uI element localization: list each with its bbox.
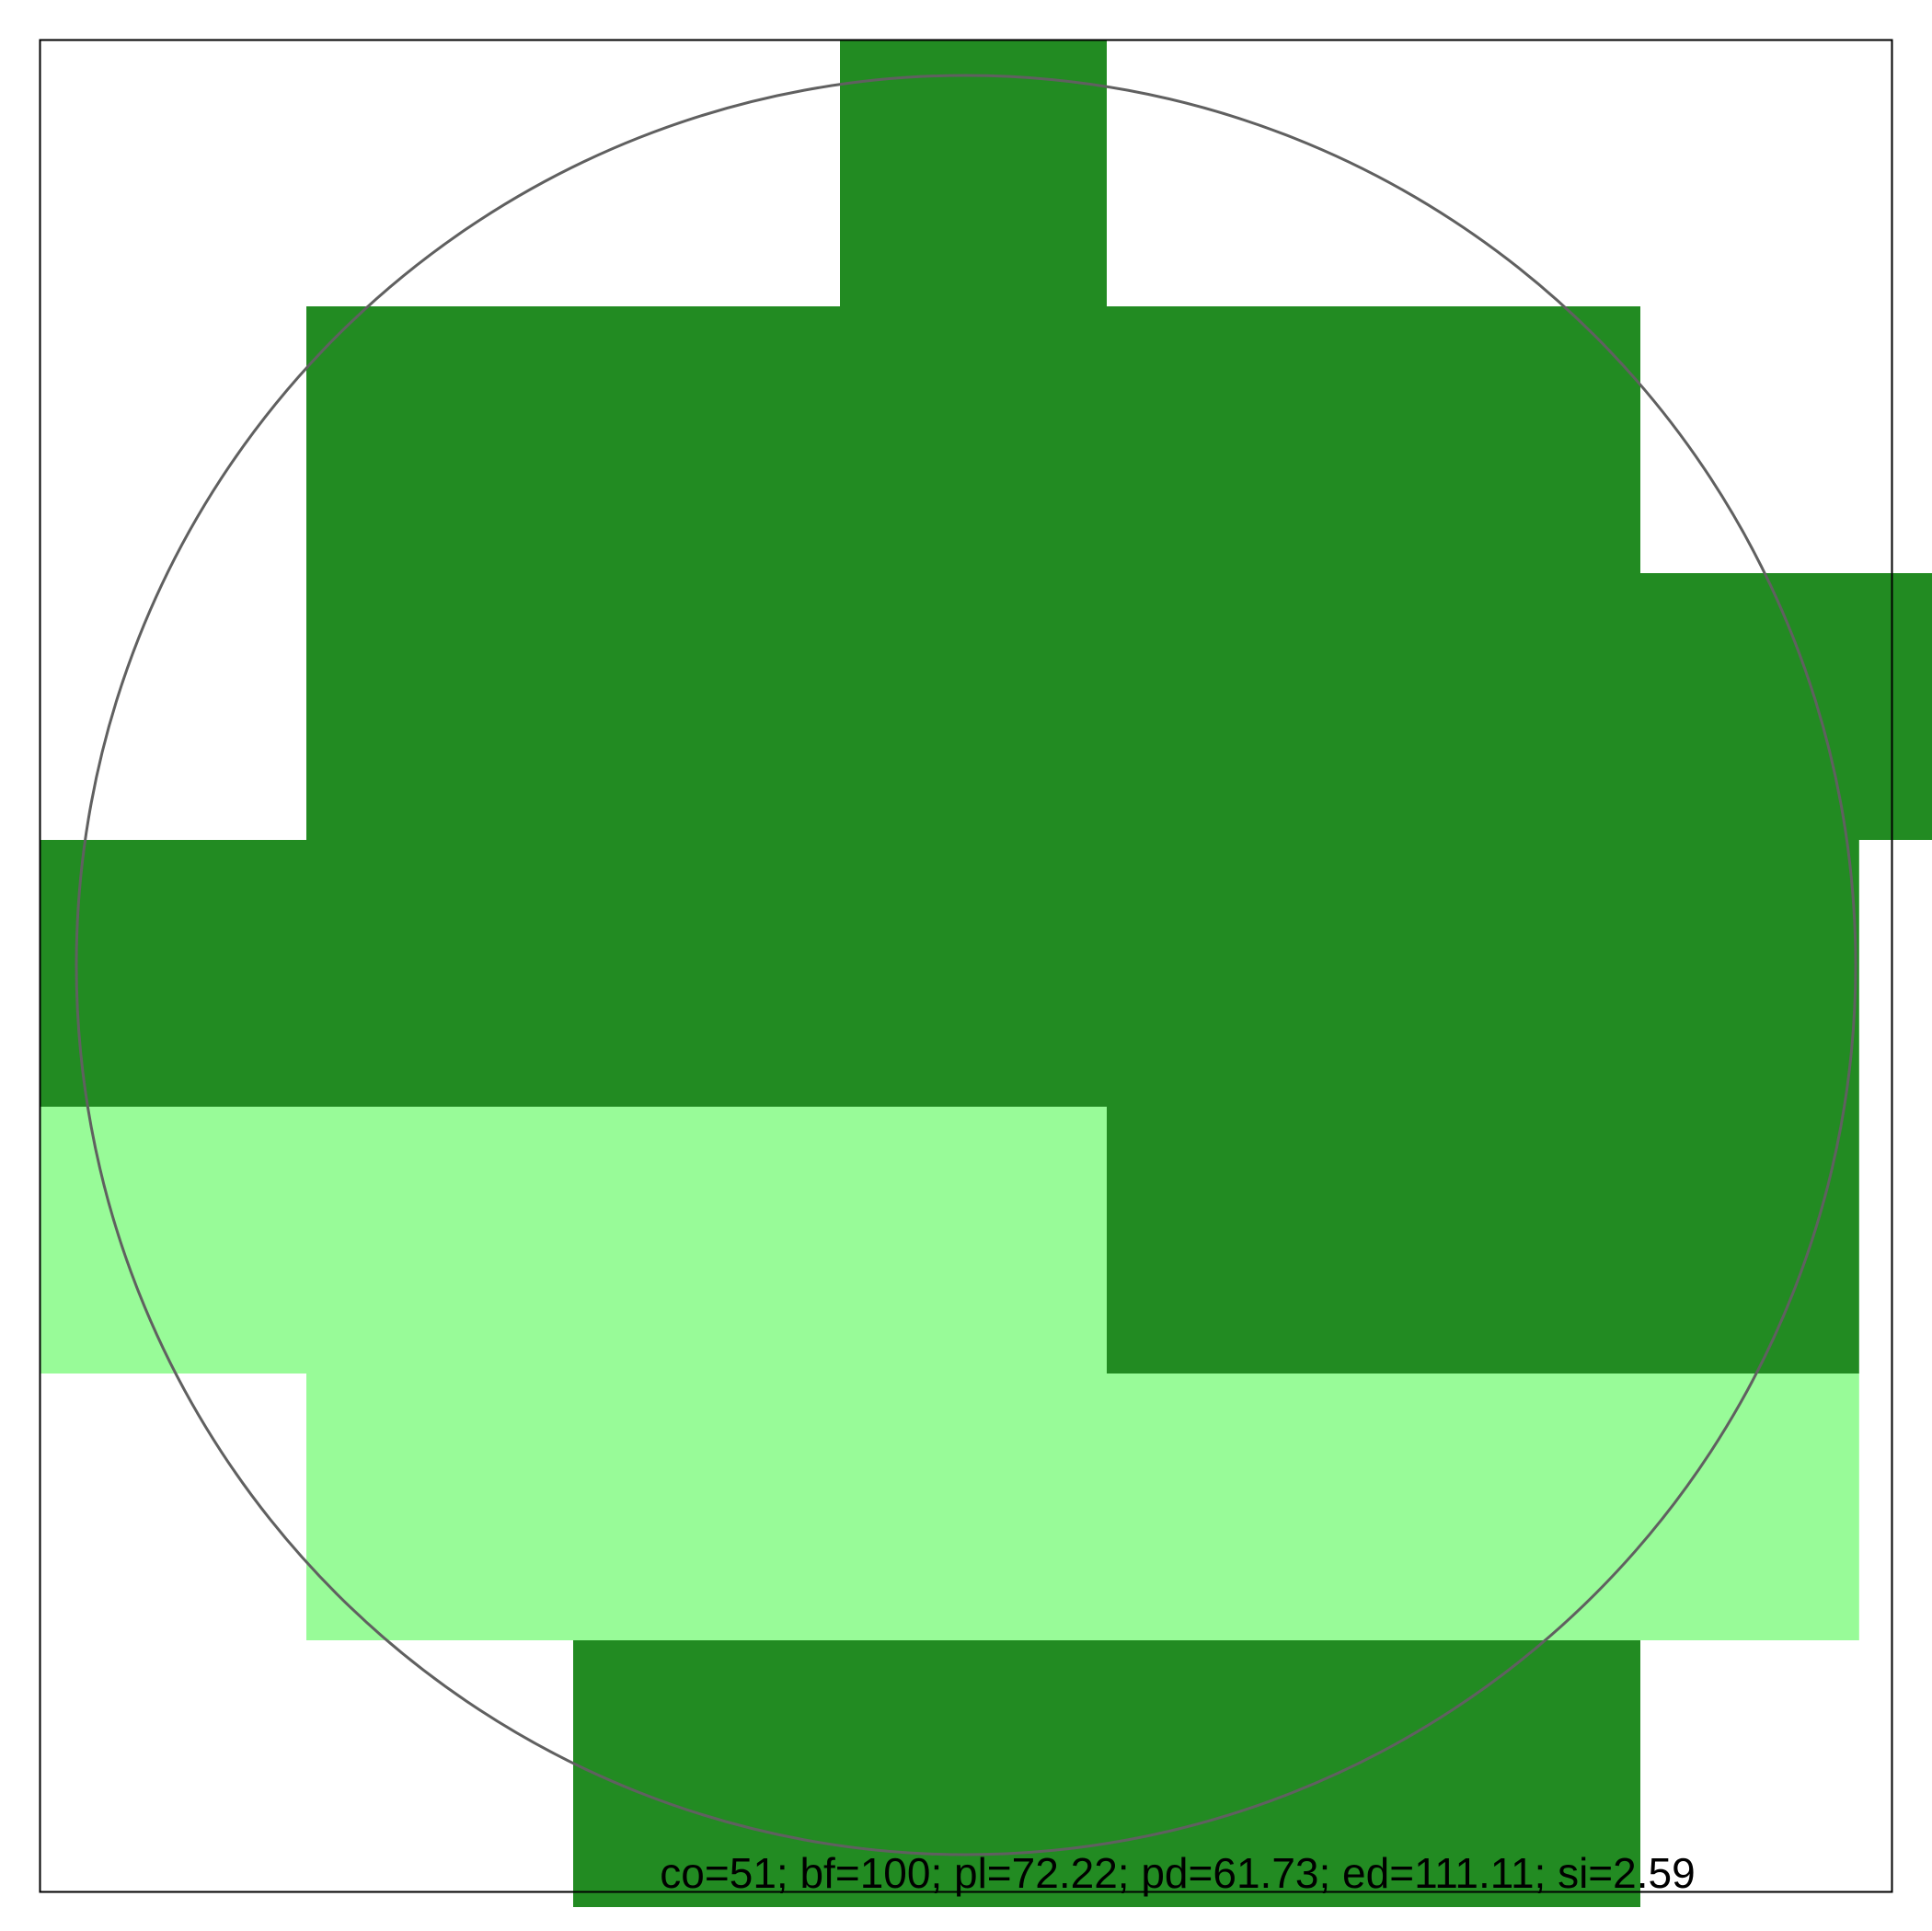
dark-cell-block-1 (306, 306, 1640, 840)
cell-grid (40, 40, 1932, 1907)
dark-cell-block-3 (40, 840, 1859, 1107)
dark-cell-block-5 (1107, 1107, 1859, 1374)
dark-cell-block-0 (840, 40, 1107, 306)
sampling-circle (75, 74, 1857, 1856)
dark-cell-block-2 (1640, 573, 1932, 840)
light-cell-block-6 (306, 1374, 1859, 1640)
light-cell-block-4 (40, 1107, 1107, 1374)
stats-label: co=51; bf=100; pl=72.22; pd=61.73; ed=11… (660, 1849, 1695, 1897)
plot-frame (39, 39, 1893, 1893)
dark-cell-block-7 (573, 1640, 1640, 1907)
